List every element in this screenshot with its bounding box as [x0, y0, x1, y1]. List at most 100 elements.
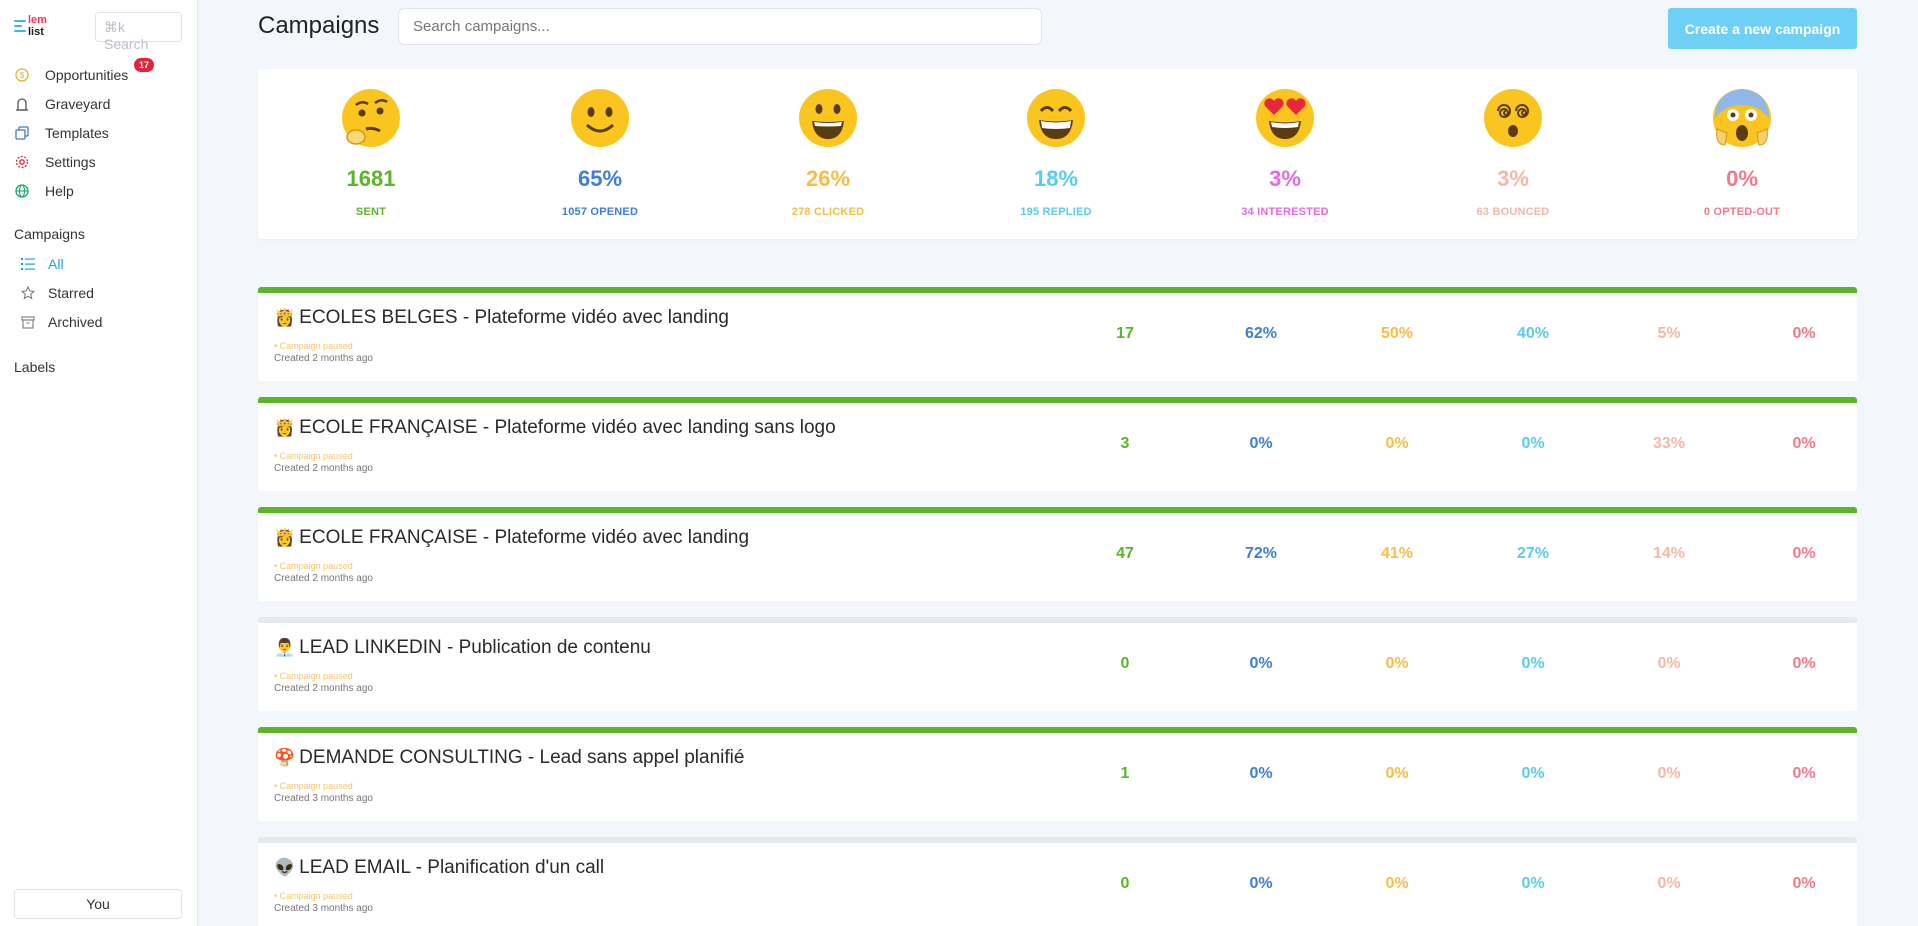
- stat-value: 26%: [805, 166, 851, 191]
- campaign-sent: 17: [1116, 325, 1134, 342]
- sidebar-item-help[interactable]: Help: [14, 176, 184, 205]
- quick-search-button[interactable]: ⌘k Search: [95, 12, 182, 52]
- campaign-row[interactable]: 👽 LEAD EMAIL - Planification d'un call •…: [258, 837, 1857, 926]
- campaign-row[interactable]: 👸 ECOLES BELGES - Plateforme vidéo avec l…: [258, 287, 1857, 381]
- campaign-row[interactable]: 🍄 DEMANDE CONSULTING - Lead sans appel p…: [258, 727, 1857, 821]
- logo-text-bottom: list: [28, 26, 44, 38]
- stats-summary-card: 1681 SENT 65% 1057 OPENED 26% 278 CLICKE…: [258, 69, 1857, 239]
- stat-value: 3%: [1497, 166, 1529, 191]
- campaign-row[interactable]: 👸 ECOLE FRANÇAISE - Plateforme vidéo avec…: [258, 397, 1857, 491]
- stat-replied: 18% 195 REPLIED: [976, 87, 1136, 218]
- campaign-status: • Campaign paused: [274, 781, 353, 791]
- sidebar-item-label: Starred: [48, 284, 94, 301]
- campaign-opted-out: 0%: [1792, 765, 1816, 782]
- campaign-clicked: 0%: [1385, 655, 1409, 672]
- campaign-opted-out: 0%: [1792, 655, 1816, 672]
- campaigns-section-title: Campaigns: [14, 226, 85, 242]
- campaign-replied: 27%: [1516, 545, 1550, 562]
- create-campaign-button[interactable]: Create a new campaign: [1668, 8, 1857, 49]
- stat-value: 0%: [1726, 166, 1758, 191]
- grinning-face-icon: [797, 87, 859, 149]
- campaign-title[interactable]: 👸 ECOLES BELGES - Plateforme vidéo avec l…: [274, 307, 729, 329]
- campaign-status: • Campaign paused: [274, 451, 353, 461]
- stat-value: 3%: [1269, 166, 1301, 191]
- campaign-sent: 0: [1120, 875, 1130, 892]
- star-icon: [20, 285, 36, 301]
- campaign-emoji-icon: 🍄: [274, 748, 296, 767]
- campaign-name: ECOLES BELGES - Plateforme vidéo avec la…: [299, 307, 730, 328]
- campaign-sent: 47: [1116, 545, 1134, 562]
- campaign-created: Created 2 months ago: [274, 353, 373, 364]
- sidebar-item-templates[interactable]: Templates: [14, 118, 184, 147]
- campaign-row[interactable]: 👨‍💼 LEAD LINKEDIN - Publication de conte…: [258, 617, 1857, 711]
- beaming-face-icon: [1025, 87, 1087, 149]
- sidebar-item-label: Graveyard: [45, 95, 111, 112]
- campaign-title[interactable]: 👨‍💼 LEAD LINKEDIN - Publication de conte…: [274, 637, 651, 659]
- campaign-opened: 0%: [1249, 875, 1273, 892]
- svg-text:$: $: [20, 71, 25, 80]
- campaign-status-bar: [258, 287, 1857, 293]
- stat-label: 63 BOUNCED: [1476, 206, 1550, 218]
- campaign-created: Created 3 months ago: [274, 903, 373, 914]
- campaign-title[interactable]: 👽 LEAD EMAIL - Planification d'un call: [274, 857, 604, 879]
- campaign-emoji-icon: 👽: [274, 858, 296, 877]
- campaign-clicked: 0%: [1385, 875, 1409, 892]
- campaign-bounced: 0%: [1657, 765, 1681, 782]
- campaign-clicked: 0%: [1385, 435, 1409, 452]
- campaign-emoji-icon: 👸: [274, 528, 296, 547]
- main-nav: $ Opportunities 17 Graveyard Templates S…: [14, 58, 184, 205]
- gear-icon: [14, 154, 30, 170]
- sidebar-item-graveyard[interactable]: Graveyard: [14, 89, 184, 118]
- sidebar-item-opportunities[interactable]: $ Opportunities 17: [14, 58, 184, 89]
- campaign-opened: 0%: [1249, 655, 1273, 672]
- opportunities-count-badge: 17: [134, 58, 155, 72]
- campaign-status: • Campaign paused: [274, 341, 353, 351]
- sidebar-item-archived[interactable]: Archived: [20, 307, 180, 336]
- campaign-opened: 72%: [1244, 545, 1278, 562]
- campaign-clicked: 0%: [1385, 765, 1409, 782]
- lemlist-logo[interactable]: lem list: [14, 14, 58, 40]
- sidebar-item-all[interactable]: All: [20, 249, 180, 278]
- logo-text-top: lem: [28, 14, 47, 26]
- campaign-replied: 0%: [1521, 875, 1545, 892]
- campaign-opted-out: 0%: [1792, 545, 1816, 562]
- campaign-opted-out: 0%: [1792, 325, 1816, 342]
- campaign-bounced: 5%: [1657, 325, 1681, 342]
- globe-icon: [14, 183, 30, 199]
- dizzy-face-icon: [1482, 87, 1544, 149]
- slightly-smiling-face-icon: [569, 87, 631, 149]
- campaign-status-bar: [258, 507, 1857, 513]
- campaign-sent: 1: [1120, 765, 1130, 782]
- campaign-replied: 0%: [1521, 435, 1545, 452]
- campaign-row[interactable]: 👸 ECOLE FRANÇAISE - Plateforme vidéo avec…: [258, 507, 1857, 601]
- campaign-replied: 0%: [1521, 765, 1545, 782]
- stat-value: 1681: [346, 166, 396, 191]
- campaign-bounced: 14%: [1652, 545, 1686, 562]
- search-campaigns-input[interactable]: [398, 8, 1042, 45]
- sidebar-item-starred[interactable]: Starred: [20, 278, 180, 307]
- sidebar-item-label: Templates: [45, 124, 109, 141]
- stat-label: 1057 OPENED: [561, 206, 639, 218]
- stat-opted-out: 0% 0 OPTED-OUT: [1662, 87, 1822, 218]
- campaign-name: DEMANDE CONSULTING - Lead sans appel pla…: [299, 747, 745, 768]
- campaign-replied: 0%: [1521, 655, 1545, 672]
- campaign-bounced: 33%: [1652, 435, 1686, 452]
- campaign-title[interactable]: 🍄 DEMANDE CONSULTING - Lead sans appel p…: [274, 747, 744, 769]
- list-icon: [20, 256, 36, 272]
- stat-sent: 1681 SENT: [291, 87, 451, 218]
- user-menu-button[interactable]: You: [14, 889, 182, 919]
- campaign-emoji-icon: 👨‍💼: [274, 638, 296, 657]
- stat-label: 195 REPLIED: [1020, 206, 1092, 218]
- archive-icon: [20, 314, 36, 330]
- sidebar-item-settings[interactable]: Settings: [14, 147, 184, 176]
- dollar-circle-icon: $: [14, 67, 30, 83]
- campaign-replied: 40%: [1516, 325, 1550, 342]
- campaign-status-bar: [258, 727, 1857, 733]
- campaigns-nav: All Starred Archived: [20, 249, 180, 336]
- tombstone-icon: [14, 96, 30, 112]
- campaign-created: Created 2 months ago: [274, 463, 373, 474]
- campaign-title[interactable]: 👸 ECOLE FRANÇAISE - Plateforme vidéo avec…: [274, 527, 749, 549]
- screaming-face-icon: [1711, 87, 1773, 149]
- campaign-title[interactable]: 👸 ECOLE FRANÇAISE - Plateforme vidéo avec…: [274, 417, 836, 439]
- campaign-opted-out: 0%: [1792, 435, 1816, 452]
